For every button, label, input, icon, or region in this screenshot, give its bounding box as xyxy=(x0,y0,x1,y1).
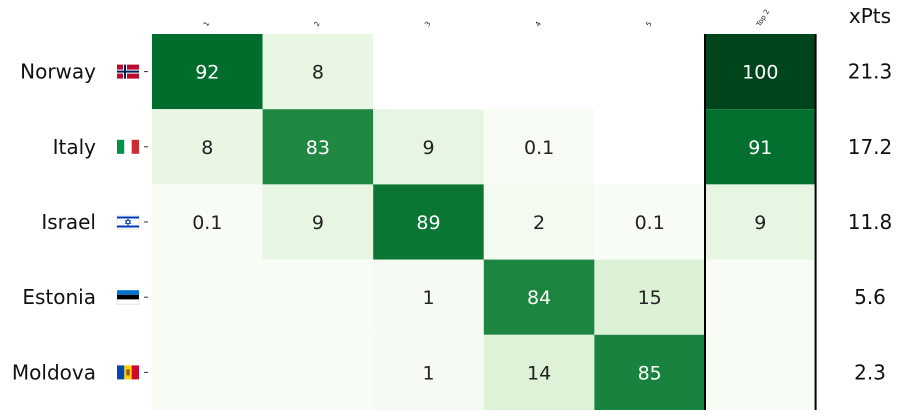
xpts-value: 11.8 xyxy=(848,210,893,234)
heatmap-cell xyxy=(594,34,705,110)
heatmap-cell xyxy=(705,34,816,110)
cell-value: 91 xyxy=(748,137,772,159)
cell-value: 15 xyxy=(638,287,662,309)
heatmap-cell xyxy=(262,184,374,260)
cell-value: 0.1 xyxy=(192,212,222,234)
column-label: 5 xyxy=(645,20,654,28)
cell-value: 1 xyxy=(422,287,434,309)
column-label: 4 xyxy=(534,20,543,28)
heatmap-cell xyxy=(594,334,705,410)
cell-value: 85 xyxy=(638,362,662,384)
xpts-value: 2.3 xyxy=(854,360,886,384)
heatmap-cell xyxy=(705,109,816,185)
heatmap-cell xyxy=(483,109,595,185)
cell-value: 89 xyxy=(416,212,440,234)
heatmap-cell xyxy=(262,34,374,110)
row-label: Italy xyxy=(53,135,97,159)
heatmap-cell xyxy=(705,259,816,335)
row-labels: Norway Italy Israel Estonia Moldova xyxy=(12,60,96,385)
heatmap-cell xyxy=(594,109,705,185)
heatmap-cell xyxy=(152,259,263,335)
column-label: 1 xyxy=(202,20,211,28)
cell-value: 8 xyxy=(312,62,324,84)
cell-value: 2 xyxy=(533,212,545,234)
column-label: 3 xyxy=(423,20,432,28)
israel-flag xyxy=(116,214,148,230)
cell-value: 1 xyxy=(422,362,434,384)
cell-value: 9 xyxy=(422,137,434,159)
heatmap-cell xyxy=(483,184,595,260)
row-label: Estonia xyxy=(22,285,96,309)
xpts-values: 21.3 17.2 11.8 5.6 2.3 xyxy=(848,60,893,385)
cell-value: 9 xyxy=(312,212,324,234)
column-label: 2 xyxy=(313,20,322,28)
moldova-flag xyxy=(117,365,148,380)
row-label: Israel xyxy=(41,210,96,234)
heatmap-cell xyxy=(262,334,374,410)
xpts-value: 5.6 xyxy=(854,285,886,309)
heatmap-cell xyxy=(152,34,263,110)
flags xyxy=(116,64,148,380)
row-label: Norway xyxy=(20,60,96,84)
xpts-value: 21.3 xyxy=(848,60,893,84)
xpts-value: 17.2 xyxy=(848,135,893,159)
heatmap-cell xyxy=(373,34,484,110)
heatmap-cell xyxy=(483,334,595,410)
heatmap-cell xyxy=(594,184,705,260)
cell-value: 8 xyxy=(201,137,213,159)
cell-value: 0.1 xyxy=(524,137,554,159)
italy-flag xyxy=(117,139,148,154)
column-labels: 1 2 3 4 5 Top 2 xyxy=(202,8,771,29)
heatmap-cell xyxy=(152,184,263,260)
heatmap-cell xyxy=(373,109,484,185)
cell-value: 0.1 xyxy=(635,212,665,234)
row-label: Moldova xyxy=(12,360,96,384)
heatmap-cell xyxy=(373,184,484,260)
norway-flag xyxy=(117,64,148,79)
heatmap-cell xyxy=(152,334,263,410)
heatmap-cell xyxy=(262,109,374,185)
heatmap-cell xyxy=(373,334,484,410)
heatmap-cell xyxy=(373,259,484,335)
cell-value: 84 xyxy=(527,287,551,309)
cell-value: 100 xyxy=(742,62,778,84)
column-label: Top 2 xyxy=(755,8,772,29)
estonia-flag xyxy=(116,290,148,305)
cell-value: 83 xyxy=(306,137,330,159)
heatmap-cell xyxy=(705,334,816,410)
heatmap-cell xyxy=(152,109,263,185)
cell-value: 92 xyxy=(195,62,219,84)
heatmap-cell xyxy=(262,259,374,335)
heatmap-cell xyxy=(705,184,816,260)
heatmap-cell xyxy=(483,34,595,110)
cell-value: 14 xyxy=(527,362,551,384)
cell-value: 9 xyxy=(754,212,766,234)
xpts-header: xPts xyxy=(849,4,891,28)
heatmap-cell xyxy=(483,259,595,335)
heatmap-cell xyxy=(594,259,705,335)
